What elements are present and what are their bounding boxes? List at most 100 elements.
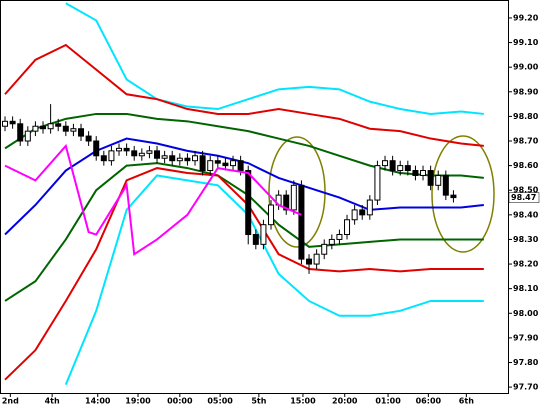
y-tick-label: 97.70 (513, 383, 539, 392)
y-tick-label: 98.60 (513, 161, 539, 170)
y-tick-label: 99.10 (513, 38, 539, 47)
candle-body (237, 160, 244, 172)
candle-body (359, 209, 366, 216)
candle-body (313, 253, 320, 265)
candle-body (290, 184, 297, 211)
candle-body (161, 155, 168, 159)
candle-body (214, 160, 221, 164)
candle-body (40, 125, 47, 130)
candle-body (230, 160, 237, 167)
candle-body (283, 194, 290, 211)
candle-body (17, 123, 24, 142)
indicator-line (4, 143, 302, 256)
candle-body (389, 160, 396, 172)
candle-body (366, 199, 373, 216)
candle-body (412, 170, 419, 176)
y-tick-label: 98.70 (513, 137, 539, 146)
x-tick-label: 01:00 (375, 397, 401, 406)
y-tick-label: 98.30 (513, 235, 539, 244)
candle-body (192, 155, 199, 162)
candle-body (116, 147, 123, 152)
indicator-line (64, 174, 484, 386)
candle-body (268, 204, 275, 226)
y-tick-label: 97.90 (513, 333, 539, 342)
candle-body (146, 150, 153, 154)
highlight-circle (431, 135, 495, 253)
y-tick-label: 98.80 (513, 112, 539, 121)
y-tick-label: 97.80 (513, 358, 539, 367)
candle-body (131, 150, 138, 157)
last-price-box (508, 192, 540, 203)
x-tick-label: 4th (45, 397, 60, 406)
candle-body (24, 130, 31, 142)
indicator-line (4, 137, 484, 236)
y-tick-label: 98.90 (513, 87, 539, 96)
x-tick-label: 14:00 (85, 397, 111, 406)
indicator-line (65, 2, 484, 115)
y-tick-label: 99.00 (513, 63, 539, 72)
y-tick-label: 98.20 (513, 260, 539, 269)
x-tick-label: 20:00 (332, 397, 358, 406)
candle-body (176, 157, 183, 162)
candle-body (420, 170, 427, 176)
indicator-line (4, 112, 484, 179)
candle-body (374, 165, 381, 201)
candle-body (9, 120, 16, 125)
candle-body (321, 243, 328, 255)
candle-body (260, 224, 267, 245)
candle-body (78, 128, 85, 137)
candle-body (169, 155, 176, 162)
candle-body (252, 234, 259, 245)
y-tick-label: 98.10 (513, 284, 539, 293)
candle-body (32, 125, 39, 132)
y-tick-label: 98.40 (513, 210, 539, 219)
y-tick-label: 98.50 (513, 186, 539, 195)
candle-body (427, 170, 434, 186)
candle-body (450, 194, 457, 199)
candle-body (62, 125, 69, 132)
x-tick-label: 6th (459, 397, 474, 406)
plot-frame (0, 0, 509, 394)
candle-body (2, 120, 9, 127)
y-tick-label: 99.20 (513, 13, 539, 22)
candle-body (47, 123, 54, 130)
candle-body (298, 184, 305, 260)
candle-body (70, 128, 77, 132)
candle-body (351, 209, 358, 221)
x-tick-label: 15:00 (290, 397, 316, 406)
candle-body (222, 162, 229, 167)
candle-body (328, 238, 335, 245)
last-price-label: 98.47 (511, 193, 536, 202)
x-tick-label: 19:00 (125, 397, 151, 406)
candle-body (100, 155, 107, 162)
x-tick-label: 06:00 (416, 397, 442, 406)
candle-body (154, 150, 161, 159)
candle-body (123, 147, 130, 152)
candle-body (306, 258, 313, 265)
x-tick-label: 5th (251, 397, 266, 406)
y-tick-label: 98.00 (513, 309, 539, 318)
indicator-line (4, 43, 484, 147)
x-tick-label: 05:00 (207, 397, 233, 406)
candle-body (344, 219, 351, 236)
candle-body (442, 174, 449, 196)
candle-body (85, 135, 92, 142)
candle-body (397, 165, 404, 172)
candle-body (93, 140, 100, 157)
x-tick-label: 2nd (2, 397, 19, 406)
candle-body (404, 165, 411, 172)
candle-body (108, 150, 115, 162)
candle-body (207, 160, 214, 172)
candle-body (184, 157, 191, 162)
candle-body (199, 155, 206, 172)
candle-body (55, 123, 62, 127)
candle-body (245, 170, 252, 236)
candle-body (336, 234, 343, 240)
x-tick-label: 00:00 (167, 397, 193, 406)
candle-body (435, 174, 442, 186)
candle-body (138, 152, 145, 157)
candle-body (382, 160, 389, 167)
